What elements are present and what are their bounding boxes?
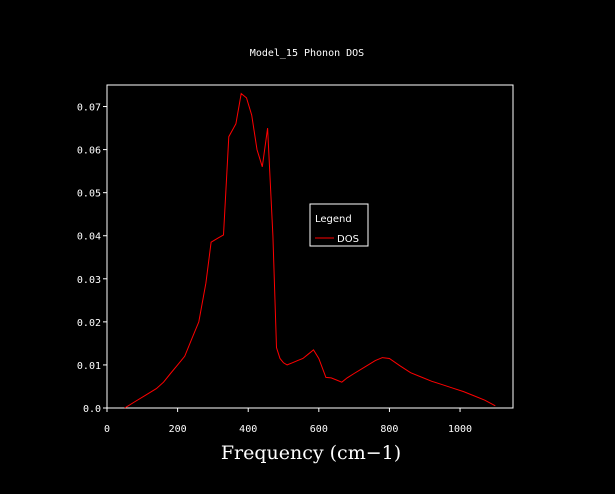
- legend-label-dos: DOS: [337, 234, 359, 245]
- y-tick-label: 0.01: [77, 361, 101, 372]
- y-tick-label: 0.04: [77, 232, 101, 243]
- plot-frame: [106, 84, 514, 409]
- chart-title: Model_15 Phonon DOS: [250, 48, 364, 59]
- x-tick-label: 1000: [448, 424, 472, 435]
- y-tick-label: 0.02: [77, 318, 101, 329]
- y-tick-label: 0.06: [77, 146, 101, 157]
- series-line-dos: [124, 92, 496, 409]
- y-tick-label: 0.05: [77, 189, 101, 200]
- y-tick-label: 0.0: [83, 404, 101, 415]
- y-tick-label: 0.07: [77, 103, 101, 114]
- legend-title: Legend: [315, 214, 352, 225]
- x-tick-label: 400: [239, 424, 257, 435]
- x-tick-label: 800: [380, 424, 398, 435]
- x-tick-label: 0: [104, 424, 110, 435]
- legend: Legend DOS: [309, 203, 369, 247]
- y-tick-label: 0.03: [77, 275, 101, 286]
- x-axis: 0 200 400 600 800 1000: [104, 408, 472, 435]
- x-tick-label: 200: [169, 424, 187, 435]
- legend-box: [309, 203, 369, 247]
- x-axis-label: Frequency (cm−1): [221, 442, 401, 464]
- y-axis: 0.0 0.01 0.02 0.03 0.04 0.05 0.06 0.07: [77, 103, 107, 415]
- x-tick-label: 600: [310, 424, 328, 435]
